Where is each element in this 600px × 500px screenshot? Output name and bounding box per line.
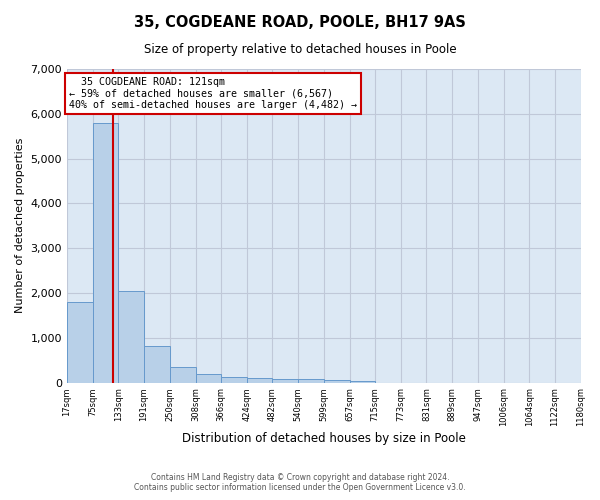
Bar — [67, 302, 92, 382]
Text: 35 COGDEANE ROAD: 121sqm
← 59% of detached houses are smaller (6,567)
40% of sem: 35 COGDEANE ROAD: 121sqm ← 59% of detach… — [69, 77, 357, 110]
Bar — [118, 290, 144, 382]
Bar — [196, 374, 221, 382]
Bar — [221, 377, 247, 382]
Bar — [272, 378, 298, 382]
Bar — [247, 378, 272, 382]
Text: Contains HM Land Registry data © Crown copyright and database right 2024.
Contai: Contains HM Land Registry data © Crown c… — [134, 473, 466, 492]
Bar — [144, 346, 170, 383]
X-axis label: Distribution of detached houses by size in Poole: Distribution of detached houses by size … — [182, 432, 466, 445]
Text: 35, COGDEANE ROAD, POOLE, BH17 9AS: 35, COGDEANE ROAD, POOLE, BH17 9AS — [134, 15, 466, 30]
Bar — [170, 368, 196, 382]
Y-axis label: Number of detached properties: Number of detached properties — [15, 138, 25, 314]
Text: Size of property relative to detached houses in Poole: Size of property relative to detached ho… — [143, 42, 457, 56]
Bar — [298, 380, 324, 382]
Bar — [350, 381, 375, 382]
Bar — [92, 123, 118, 382]
Bar — [324, 380, 350, 382]
